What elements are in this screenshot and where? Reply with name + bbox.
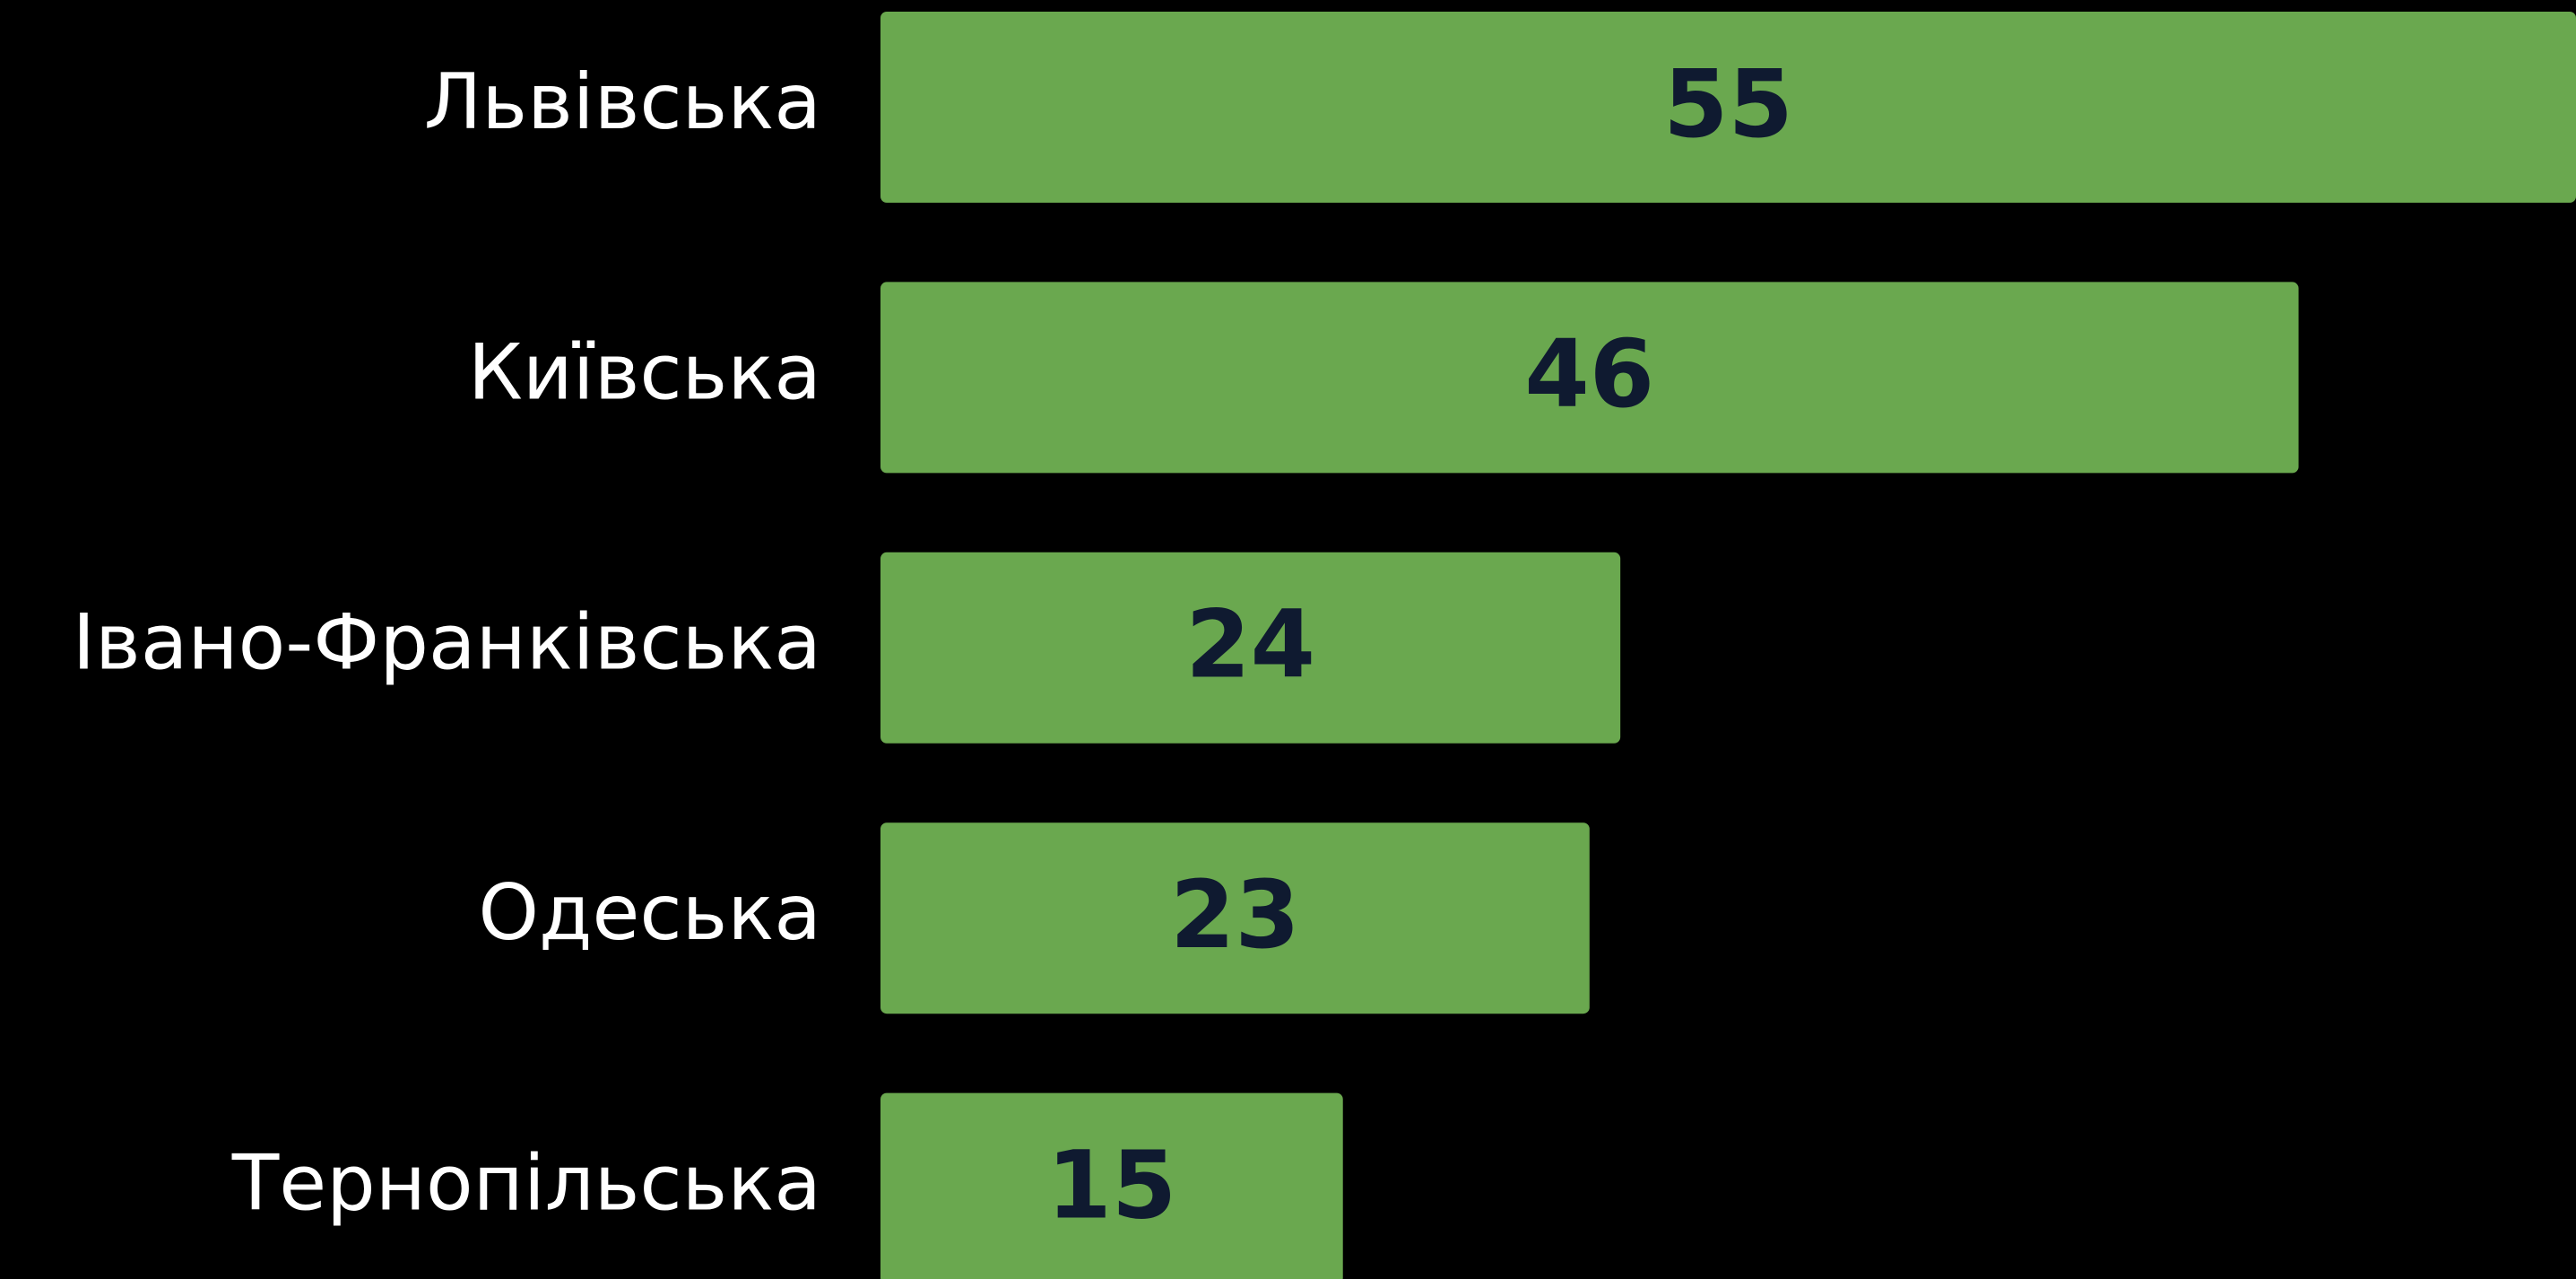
bar xyxy=(880,822,1590,1014)
value-label: 23 xyxy=(1170,860,1300,970)
category-label: Івано-Франківська xyxy=(73,598,821,688)
value-label: 46 xyxy=(1524,319,1654,429)
bar xyxy=(880,282,2299,474)
value-label: 15 xyxy=(1046,1130,1176,1240)
category-label: Львівська xyxy=(424,57,821,147)
value-label: 55 xyxy=(1663,49,1793,159)
value-label: 24 xyxy=(1185,590,1315,700)
bar xyxy=(880,552,1621,744)
category-label: Тернопільська xyxy=(231,1139,821,1229)
bar xyxy=(880,12,2576,203)
category-label: Одеська xyxy=(478,868,821,958)
bar xyxy=(880,1092,1343,1279)
category-label: Київська xyxy=(468,327,821,417)
